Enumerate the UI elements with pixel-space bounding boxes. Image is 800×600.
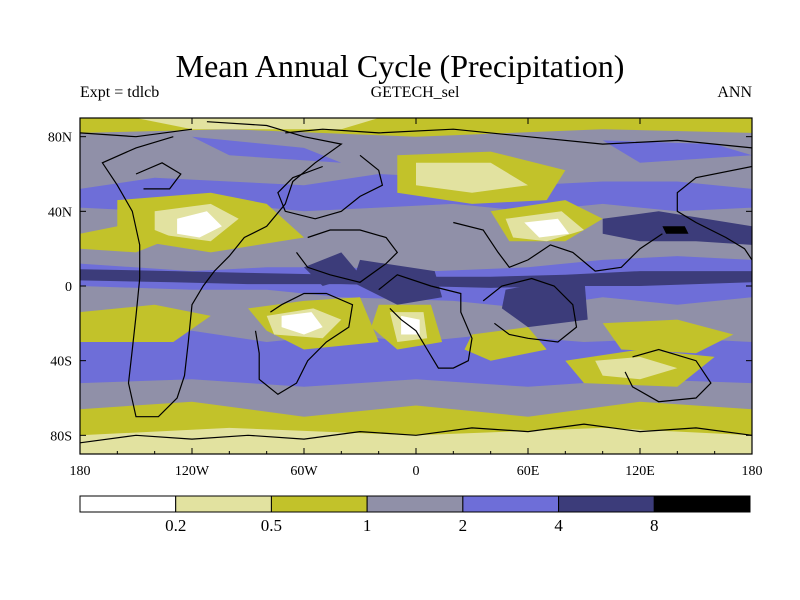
precip-region-dry-s-atlantic-3 xyxy=(281,312,323,335)
x-tick-label: 180 xyxy=(742,464,763,479)
colorbar-label: 1 xyxy=(363,516,372,535)
colorbar-swatch xyxy=(653,495,751,513)
colorbar: 0.2 0.5 1 2 4 8 xyxy=(79,495,751,535)
coastlines xyxy=(80,121,752,444)
colorbar-swatch xyxy=(462,495,560,513)
coastline-maritime-continent xyxy=(482,277,578,343)
precip-region-asia-core xyxy=(662,226,689,234)
precip-region-dry-pacific-north xyxy=(80,222,174,253)
coastline-australia-coast xyxy=(624,348,712,403)
precip-region-dry-pacific-south xyxy=(80,304,211,342)
colorbar-label: 0.2 xyxy=(165,516,186,535)
colorbar-label: 2 xyxy=(459,516,468,535)
x-tick-label: 0 xyxy=(413,464,420,479)
precipitation-field xyxy=(80,118,752,454)
coastline-eurasia-south-coast xyxy=(277,154,384,220)
coastline-asia-south-coast xyxy=(453,221,663,272)
coastline-america-north-coast xyxy=(101,121,343,418)
coastline-africa-west-coast xyxy=(296,229,399,283)
x-tick-label: 120W xyxy=(175,464,210,479)
y-tick-label: 40S xyxy=(50,355,72,370)
colorbar-label: 8 xyxy=(650,516,659,535)
precip-region-arctic-wet-1 xyxy=(192,136,342,163)
precip-region-dry-south-pacific-3 xyxy=(595,356,678,380)
precip-region-dry-australia xyxy=(602,319,734,354)
colorbar-swatch xyxy=(366,495,464,513)
colorbar-swatch xyxy=(175,495,272,513)
coastline-eurasia-north-coast xyxy=(285,128,752,261)
x-tick-label: 180 xyxy=(70,464,91,479)
colorbar-label: 0.5 xyxy=(261,516,282,535)
x-tick-label: 60W xyxy=(290,464,318,479)
coastline-north-arctic-coast xyxy=(80,128,193,138)
colorbar-swatch xyxy=(270,495,368,513)
y-tick-label: 0 xyxy=(65,280,72,295)
precip-region-pacific-wet xyxy=(304,252,360,286)
precip-region-indonesia-wet xyxy=(501,274,588,328)
x-tick-label: 120E xyxy=(625,464,655,479)
coastline-antarctica-coast xyxy=(80,423,752,444)
coastline-africa-eurasia-coast xyxy=(378,274,473,369)
dataset-label: GETECH_sel xyxy=(370,84,460,101)
plot-title: Mean Annual Cycle (Precipitation) xyxy=(175,48,625,84)
precip-region-dry-antarctic xyxy=(80,427,752,454)
precip-region-dry-central-asia-2 xyxy=(416,162,528,193)
coastline-greenland-coast xyxy=(135,162,182,190)
precip-region-dry-indian xyxy=(464,327,547,361)
colorbar-swatch xyxy=(558,495,655,513)
precip-region-arctic-wet-2 xyxy=(602,140,752,163)
season-label: ANN xyxy=(717,84,752,101)
y-tick-label: 40N xyxy=(48,205,72,220)
experiment-label: Expt = tdlcb xyxy=(80,84,160,101)
precip-region-dry-n-america-3 xyxy=(177,211,222,238)
colorbar-label: 4 xyxy=(554,516,563,535)
y-tick-label: 80S xyxy=(50,429,72,444)
precip-region-dry-arctic-2 xyxy=(136,118,379,130)
precip-region-dry-asia-3 xyxy=(524,218,570,238)
coastline-america-south-coast xyxy=(254,292,354,396)
y-tick-label: 80N xyxy=(48,131,72,146)
x-tick-label: 60E xyxy=(517,464,540,479)
map-axes: 180 120W 60W 0 60E 120E 180 80N 40N 0 40S 80S xyxy=(48,118,763,479)
colorbar-swatch xyxy=(79,495,177,513)
